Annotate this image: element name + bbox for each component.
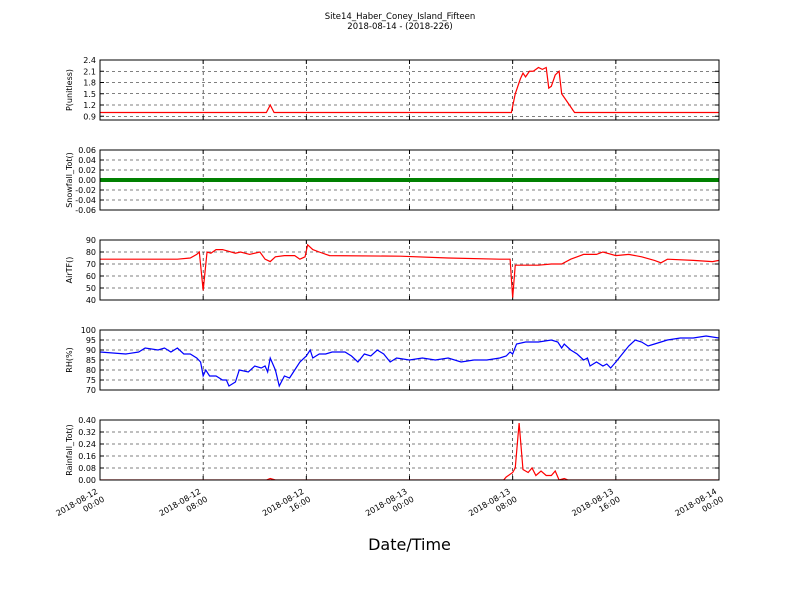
data-line bbox=[100, 335, 719, 388]
plot-area bbox=[100, 243, 719, 298]
y-tick-label: 0.00 bbox=[78, 176, 96, 185]
y-tick-label: 70 bbox=[86, 260, 96, 269]
y-tick-label: 70 bbox=[86, 386, 96, 395]
y-tick-label: 80 bbox=[86, 248, 96, 257]
y-tick-label: -0.04 bbox=[75, 196, 96, 205]
x-axis-label: Date/Time bbox=[368, 535, 451, 554]
y-tick-label: 1.8 bbox=[83, 79, 96, 88]
data-line bbox=[100, 66, 719, 114]
y-tick-label: 0.24 bbox=[78, 440, 96, 449]
y-axis-label: Rainfall_Tot() bbox=[65, 424, 74, 476]
axes-frame bbox=[99, 329, 720, 391]
y-tick-label: -0.06 bbox=[75, 206, 96, 215]
data-line bbox=[100, 243, 719, 298]
y-tick-label: 80 bbox=[86, 366, 96, 375]
y-axis-label: Snowfall_Tot() bbox=[65, 152, 74, 208]
y-tick-label: 0.9 bbox=[83, 112, 96, 121]
y-tick-label: 95 bbox=[86, 336, 96, 345]
axes-frame bbox=[99, 419, 720, 481]
axes-frame bbox=[99, 149, 720, 211]
y-tick-label: 0.32 bbox=[78, 428, 96, 437]
y-tick-label: 0.06 bbox=[78, 146, 96, 155]
y-tick-label: 85 bbox=[86, 356, 96, 365]
plot-area bbox=[100, 422, 719, 480]
y-tick-label: 90 bbox=[86, 346, 96, 355]
y-tick-label: 0.40 bbox=[78, 416, 96, 425]
y-tick-label: 90 bbox=[86, 236, 96, 245]
y-tick-label: -0.02 bbox=[75, 186, 96, 195]
y-tick-label: 2.1 bbox=[83, 67, 96, 76]
y-tick-label: 75 bbox=[86, 376, 96, 385]
chart-subtitle: 2018-08-14 - (2018-226) bbox=[347, 22, 452, 32]
y-axis-label: AirTF() bbox=[65, 257, 74, 284]
y-tick-label: 1.2 bbox=[83, 101, 96, 110]
axes-frame bbox=[99, 239, 720, 301]
y-tick-label: 50 bbox=[86, 284, 96, 293]
y-tick-label: 0.16 bbox=[78, 452, 96, 461]
y-axis-label: RH(%) bbox=[65, 347, 74, 372]
y-tick-label: 2.4 bbox=[83, 56, 96, 65]
chart-title: Site14_Haber_Coney_Island_Fifteen bbox=[325, 12, 476, 22]
y-tick-label: 40 bbox=[86, 296, 96, 305]
plot-area bbox=[100, 335, 719, 388]
y-tick-label: 0.00 bbox=[78, 476, 96, 485]
y-tick-label: 60 bbox=[86, 272, 96, 281]
y-axis-label: P(unitless) bbox=[65, 69, 74, 111]
y-tick-label: 100 bbox=[81, 326, 96, 335]
axes-frame bbox=[99, 59, 720, 121]
data-line bbox=[100, 422, 719, 480]
y-tick-label: 1.5 bbox=[83, 90, 96, 99]
plot-area bbox=[100, 66, 719, 114]
y-tick-label: 0.02 bbox=[78, 166, 96, 175]
y-tick-label: 0.04 bbox=[78, 156, 96, 165]
y-tick-label: 0.08 bbox=[78, 464, 96, 473]
